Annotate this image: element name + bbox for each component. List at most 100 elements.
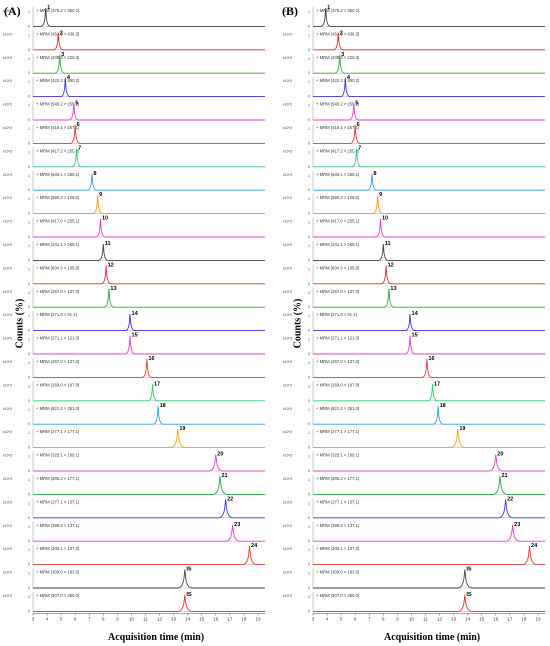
x-tick-label: 7 xyxy=(368,616,371,621)
y-tick-label: 0 xyxy=(308,609,310,613)
trace-scale-label: x10^2 xyxy=(3,500,12,504)
peak-number-label: 8 xyxy=(374,171,377,177)
y-tick-label: 1 xyxy=(308,431,310,435)
y-tick-label: 1 xyxy=(308,548,310,552)
y-tick-label: 1 xyxy=(28,10,30,14)
trace-row: x10^2 10+ MRM (454.3 > 436.3)2 xyxy=(3,30,265,52)
trace-scale-label: x10^2 xyxy=(3,79,12,83)
y-tick-label: 0 xyxy=(308,235,310,239)
trace-peak-line xyxy=(33,524,265,542)
y-tick-label: 1 xyxy=(28,197,30,201)
y-tick-label: 0 xyxy=(28,258,30,262)
peak-number-label: 15 xyxy=(132,333,138,339)
trace-scale-label: x10^2 xyxy=(283,571,292,575)
y-tick-label: 1 xyxy=(28,127,30,131)
trace-mrm-label: + MRM (305.1 > 137.0) xyxy=(36,546,80,551)
trace-scale-label: x10^2 xyxy=(3,430,12,434)
y-tick-label: 1 xyxy=(28,384,30,388)
x-tick-label: 18 xyxy=(241,616,247,621)
trace-scale-label: x10^2 xyxy=(3,337,12,341)
trace-scale-label: x10^2 xyxy=(283,337,292,341)
x-tick-label: 5 xyxy=(340,616,343,621)
peak-number-label: 10 xyxy=(102,216,108,222)
x-tick-label: 16 xyxy=(213,616,219,621)
trace-mrm-label: + MRM (431.1 > 269.1) xyxy=(36,242,80,247)
y-tick-label: 0 xyxy=(308,516,310,520)
trace-mrm-label: + MRM (257.0 > 137.0) xyxy=(316,359,360,364)
x-tick-label: 3 xyxy=(32,616,35,621)
x-tick-label: 15 xyxy=(479,616,485,621)
trace-scale-label: x10^2 xyxy=(283,103,292,107)
trace-peak-line xyxy=(33,288,265,308)
trace-row: x10^2 1 0 + MRM (549.2 > 255.1)5 xyxy=(3,100,265,122)
peak-number-label: 18 xyxy=(160,403,166,409)
trace-peak-line xyxy=(313,173,545,191)
trace-mrm-label: + MRM (271.1 > 121.0) xyxy=(36,336,80,341)
trace-scale-label: x10^2 xyxy=(3,56,12,60)
x-tick-label: 9 xyxy=(396,616,399,621)
trace-peak-line xyxy=(313,218,545,238)
x-tick-label: 6 xyxy=(74,616,77,621)
x-tick-label: 13 xyxy=(171,616,177,621)
trace-peak-line xyxy=(313,524,545,542)
trace-mrm-label: + MRM (419.1 > 257.1) xyxy=(316,125,360,130)
x-tick-label: 13 xyxy=(451,616,457,621)
y-tick-label: 1 xyxy=(308,384,310,388)
trace-peak-line xyxy=(33,265,265,285)
y-tick-label: 0 xyxy=(308,563,310,567)
peak-number-label: 6 xyxy=(357,122,360,128)
peak-number-label: 11 xyxy=(105,241,111,247)
trace-scale-label: x10^2 xyxy=(283,360,292,364)
trace-mrm-label: + MRM (821.4 > 351.0) xyxy=(316,406,360,411)
x-tick-label: 8 xyxy=(102,616,105,621)
peak-number-label: 22 xyxy=(507,496,513,502)
y-tick-label: 0 xyxy=(308,446,310,450)
y-tick-label: 1 xyxy=(28,431,30,435)
peak-number-label: IS xyxy=(466,567,472,573)
trace-row: x10^2 1 0 + MRM (549.1 > 255.1) 8 xyxy=(283,170,545,192)
x-tick-label: 10 xyxy=(409,616,415,621)
trace-peak-line xyxy=(313,475,545,495)
y-tick-label: 0 xyxy=(28,516,30,520)
x-axis-label-b: Acquisition time (min) xyxy=(384,632,481,643)
y-tick-label: 1 xyxy=(28,408,30,412)
y-tick-label: 1 xyxy=(308,408,310,412)
trace-row: x10^2 1 0 + MRM (417.2 > 255.0)7 xyxy=(3,145,265,169)
trace-peak-line xyxy=(33,546,265,566)
trace-row: x10^2 1 0 + MRM (309.0 > 163.0) IS xyxy=(283,567,545,590)
trace-row: x10^2 1 0 + MRM (277.1 > 177.1) 19 xyxy=(283,426,545,450)
trace-peak-line xyxy=(33,218,265,238)
trace-peak-line xyxy=(313,569,545,589)
trace-scale-label: x10^2 xyxy=(3,32,12,36)
trace-row: x10^2 1 0 + MRM (590.3 > 105.0) 9 xyxy=(283,192,545,216)
peak-number-label: 19 xyxy=(459,426,465,432)
y-tick-label: 1 xyxy=(28,548,30,552)
trace-peak-line xyxy=(33,358,265,378)
trace-scale-label: x10^2 xyxy=(3,524,12,528)
trace-row: x10^2 1 0 + MRM (549.1 > 255.1) 8 xyxy=(3,170,265,192)
trace-mrm-label: + MRM (378.2 > 360.2) xyxy=(316,8,360,13)
trace-mrm-label: + MRM (604.3 > 105.0) xyxy=(36,265,80,270)
y-tick-label: 0 xyxy=(308,141,310,145)
trace-peak-line xyxy=(313,335,545,355)
trace-peak-line xyxy=(313,499,545,519)
peak-number-label: 14 xyxy=(412,311,419,317)
peak-number-label: 13 xyxy=(390,286,396,292)
x-axis-label-a: Acquisition time (min) xyxy=(108,632,205,643)
peak-number-label: 5 xyxy=(355,101,358,107)
trace-mrm-label: + MRM (307.0 > 250.0) xyxy=(316,593,360,598)
trace-mrm-label: + MRM (398.2 > 137.1) xyxy=(36,523,80,528)
trace-row: x10^2 1 0 + MRM (419.1 > 257.1)6 xyxy=(283,122,545,145)
trace-peak-line xyxy=(33,335,265,355)
trace-row: x10^2 1 0 + MRM (821.4 > 351.0) 18 xyxy=(3,403,265,426)
trace-mrm-label: + MRM (417.2 > 255.0) xyxy=(36,148,80,153)
trace-mrm-label: + MRM (378.2 > 360.2) xyxy=(36,8,80,13)
trace-mrm-label: + MRM (590.3 > 105.0) xyxy=(316,195,360,200)
trace-row: x10^2 1 0 + MRM (590.3 > 105.0) 9 xyxy=(3,192,265,216)
trace-row: x10^2 1 0 + MRM (438.3 > 420.3)3 xyxy=(3,52,265,75)
peak-number-label: 12 xyxy=(108,262,114,268)
y-tick-label: 1 xyxy=(28,572,30,576)
y-tick-label: 0 xyxy=(28,539,30,543)
peak-number-label: 21 xyxy=(502,473,508,479)
x-tick-label: 5 xyxy=(60,616,63,621)
